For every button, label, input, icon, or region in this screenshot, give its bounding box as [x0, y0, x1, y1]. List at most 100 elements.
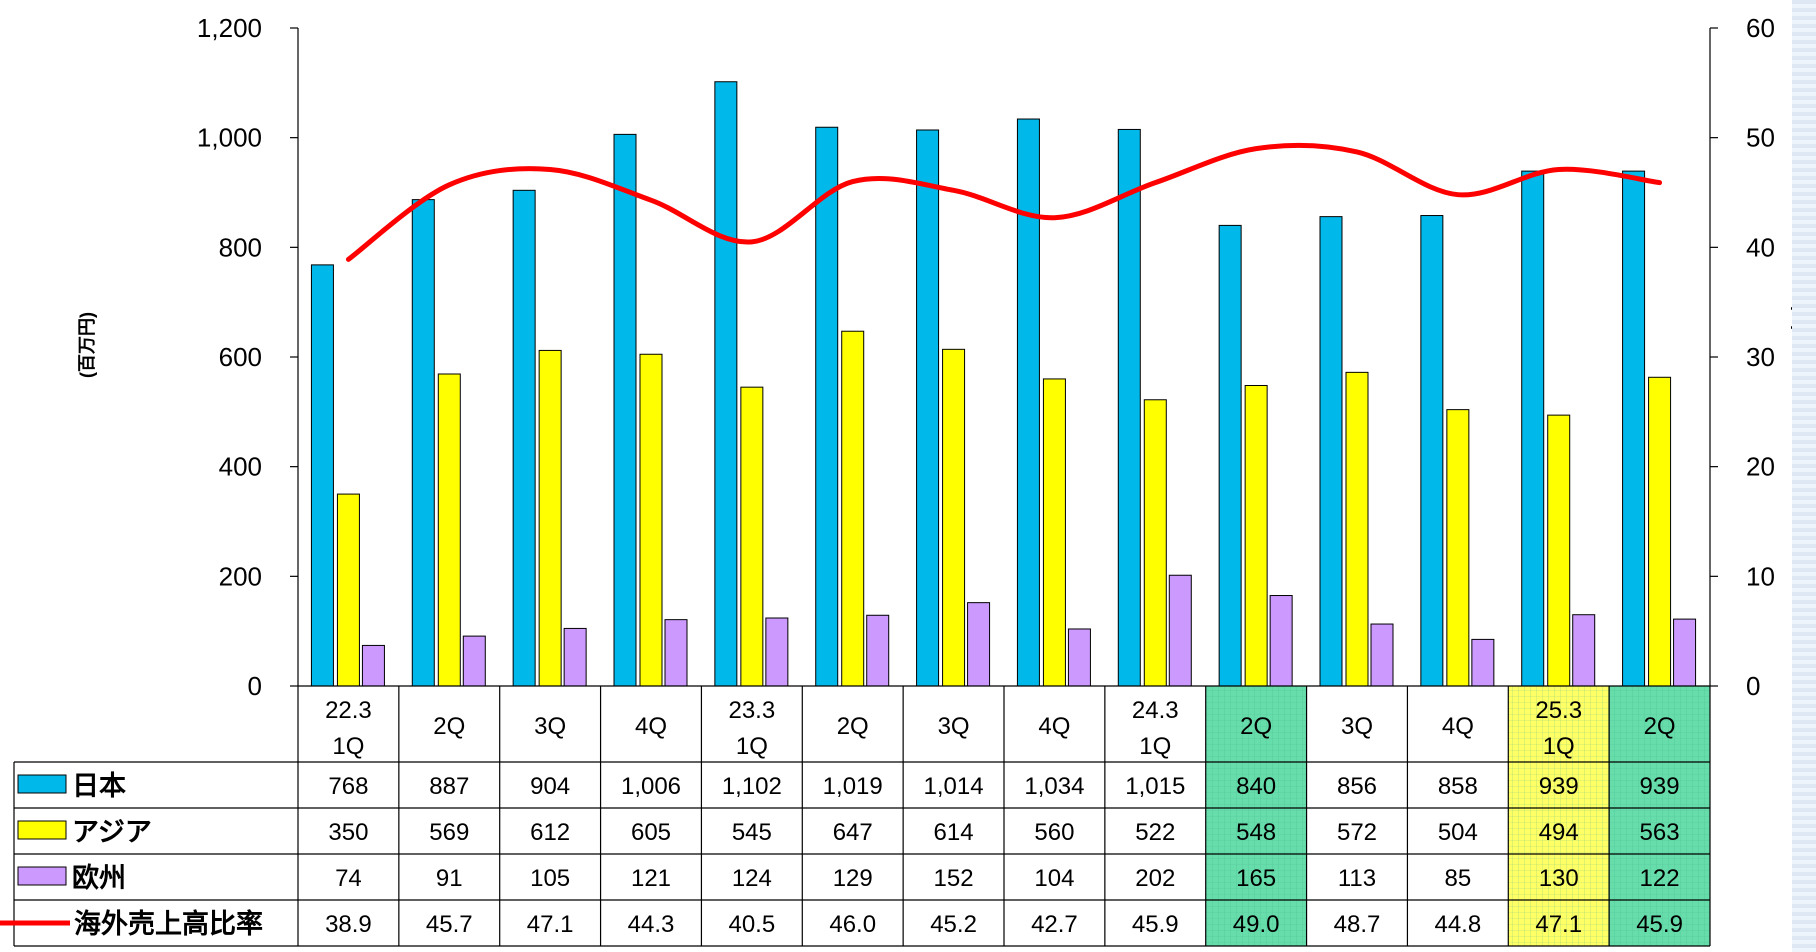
y2-tick-label: 60 [1746, 13, 1775, 43]
table-value: 939 [1539, 773, 1579, 800]
bar-アジア [538, 349, 562, 687]
category-label-year: 24.3 [1132, 697, 1179, 724]
y-tick-label: 200 [219, 561, 262, 591]
bar-アジア [1547, 414, 1571, 687]
table-value: 1,014 [924, 773, 984, 800]
bar-日本 [1622, 170, 1646, 687]
bar-日本 [1521, 170, 1545, 687]
category-label: 4Q [635, 713, 667, 740]
bar-アジア [1143, 399, 1167, 687]
axes-layer: 0 200 400 600 800 1,000 1,200 0 10 20 30 40 50 60 [197, 13, 1775, 701]
bar-欧州 [765, 617, 789, 687]
bar-アジア [1446, 409, 1470, 687]
bar-日本 [1016, 118, 1040, 687]
bar-欧州 [462, 635, 486, 687]
table-value: 887 [429, 773, 469, 800]
table-value: 647 [833, 819, 873, 846]
y2-tick-label: 20 [1746, 452, 1775, 482]
table-value: 545 [732, 819, 772, 846]
category-label-quarter: 1Q [736, 733, 768, 760]
table-value: 129 [833, 865, 873, 892]
bar-アジア [942, 348, 966, 687]
table-value: 113 [1338, 865, 1376, 892]
table-value: 904 [530, 773, 570, 800]
table-value: 1,006 [621, 773, 681, 800]
data-table: 22.3 1Q 2Q 3Q 4Q 23.3 1Q 2Q 3Q 4Q 24.3 1Q 2Q 3Q 4Q 25.3… [0, 685, 1711, 947]
category-label-year: 22.3 [325, 697, 372, 724]
bar-欧州 [664, 619, 688, 687]
bar-欧州 [967, 602, 991, 687]
table-value: 563 [1640, 819, 1680, 846]
table-value: 152 [934, 865, 974, 892]
legend-label: アジア [72, 817, 152, 847]
y-tick-label: 1,000 [197, 123, 262, 153]
highlight-pattern [1205, 686, 1307, 946]
table-value: 1,015 [1125, 773, 1185, 800]
table-value: 38.9 [325, 911, 372, 938]
table-value: 1,019 [823, 773, 883, 800]
bar-アジア [1345, 371, 1369, 687]
bar-layer [310, 81, 1697, 687]
table-value: 494 [1539, 819, 1579, 846]
category-label: 3Q [534, 713, 566, 740]
table-value: 44.3 [628, 911, 675, 938]
table-value: 858 [1438, 773, 1478, 800]
bar-日本 [310, 264, 334, 687]
y-axis-label: (百万円) [77, 312, 97, 378]
bar-日本 [815, 126, 839, 687]
bar-日本 [1420, 215, 1444, 687]
table-value: 1,034 [1024, 773, 1084, 800]
table-value: 939 [1640, 773, 1680, 800]
table-value: 105 [530, 865, 570, 892]
table-value: 840 [1236, 773, 1276, 800]
bar-欧州 [866, 614, 890, 687]
highlight-pattern [1508, 686, 1610, 946]
y-tick-label: 600 [219, 342, 262, 372]
table-value: 122 [1640, 865, 1680, 892]
bar-日本 [512, 189, 536, 687]
highlight-layer [1205, 686, 1710, 946]
bar-アジア [1042, 378, 1066, 687]
bar-アジア [437, 373, 461, 687]
bar-アジア [1244, 385, 1268, 687]
table-value: 612 [530, 819, 570, 846]
legend-swatch [17, 774, 67, 794]
category-label: 3Q [1341, 713, 1373, 740]
table-value: 49.0 [1233, 911, 1280, 938]
table-value: 504 [1438, 819, 1478, 846]
category-label: 2Q [1644, 713, 1676, 740]
table-value: 45.9 [1132, 911, 1179, 938]
bar-欧州 [1067, 628, 1091, 687]
table-value: 44.8 [1434, 911, 1481, 938]
category-label: 3Q [938, 713, 970, 740]
bar-日本 [613, 133, 637, 687]
category-label: 2Q [433, 713, 465, 740]
y2-tick-label: 10 [1746, 561, 1775, 591]
category-label-quarter: 1Q [332, 733, 364, 760]
line-layer [345, 142, 1663, 262]
table-value: 85 [1445, 865, 1472, 892]
y-tick-label: 1,200 [197, 13, 262, 43]
bar-欧州 [1168, 574, 1192, 687]
table-value: 560 [1034, 819, 1074, 846]
table-value: 74 [335, 865, 362, 892]
bar-欧州 [1673, 618, 1697, 687]
category-label: 2Q [837, 713, 869, 740]
bar-日本 [1117, 128, 1141, 687]
legend-label: 海外売上高比率 [74, 908, 263, 939]
bar-日本 [411, 199, 435, 687]
y2-tick-label: 30 [1746, 342, 1775, 372]
bar-アジア [1648, 376, 1672, 687]
legend-label: 日本 [72, 771, 126, 801]
table-value: 121 [631, 865, 671, 892]
category-label: 2Q [1240, 713, 1272, 740]
table-value: 856 [1337, 773, 1377, 800]
table-value: 47.1 [527, 911, 574, 938]
bar-欧州 [361, 644, 385, 687]
y2-tick-label: 40 [1746, 232, 1775, 262]
table-value: 42.7 [1031, 911, 1078, 938]
table-value: 130 [1539, 865, 1579, 892]
table-value: 46.0 [829, 911, 876, 938]
bar-アジア [336, 493, 360, 687]
y-tick-label: 800 [219, 232, 262, 262]
